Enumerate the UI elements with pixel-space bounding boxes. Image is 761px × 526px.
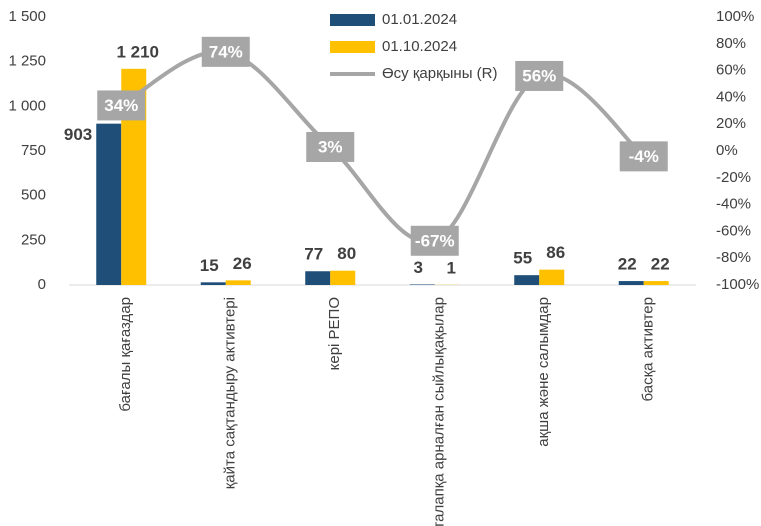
y-tick-label: 250: [21, 231, 46, 248]
line-label-box: [201, 36, 250, 67]
data-label: 22: [651, 255, 670, 274]
data-label: 1 210: [116, 42, 159, 61]
y-tick-label: 1 000: [8, 97, 46, 114]
bar: [539, 269, 565, 285]
y2-tick-label: -20%: [716, 169, 751, 186]
y2-tick-label: -80%: [716, 249, 751, 266]
data-label: 26: [233, 254, 252, 273]
y2-tick-label: 60%: [716, 62, 746, 79]
y-tick-label: 750: [21, 142, 46, 159]
x-tick-label: бағалы қағаздар: [117, 297, 134, 412]
y-tick-label: 1 250: [8, 53, 46, 70]
line-label-box: [97, 90, 146, 121]
x-tick-group: қайта сақтандыру активтері: [222, 297, 239, 489]
bar: [225, 280, 251, 285]
data-label: 80: [337, 244, 356, 263]
x-tick-label: қайта сақтандыру активтері: [222, 297, 239, 489]
legend-label: 01.01.2024: [382, 11, 457, 28]
y2-tick-label: 40%: [716, 88, 746, 105]
x-tick-label: ақша және салымдар: [535, 297, 552, 447]
bar: [514, 275, 540, 285]
data-label: 86: [546, 243, 565, 262]
y-tick-label: 500: [21, 187, 46, 204]
line-label: 3%: [318, 137, 343, 156]
line-label-box: [619, 141, 668, 172]
y2-tick-label: -40%: [716, 196, 751, 213]
x-tick-group: кері РЕПО: [326, 297, 343, 370]
bar: [409, 284, 435, 285]
x-tick-label: кері РЕПО: [326, 297, 343, 370]
bar: [330, 270, 356, 285]
line-label-box: [410, 225, 459, 256]
x-tick-group: ақша және салымдар: [535, 297, 552, 447]
bar: [643, 281, 669, 285]
line-label-box: [306, 131, 355, 162]
x-tick-group: басқа активтер: [640, 297, 657, 402]
data-label: 77: [304, 245, 323, 264]
data-label: 903: [64, 125, 92, 144]
y-tick-label: 1 500: [8, 8, 46, 25]
bar: [200, 282, 226, 285]
y2-tick-label: 0%: [716, 142, 738, 159]
legend-swatch: [330, 41, 375, 53]
bar: [618, 281, 644, 285]
line-label: 34%: [104, 96, 138, 115]
line-label: 56%: [522, 66, 556, 85]
data-label: 55: [513, 249, 532, 268]
line-label: 74%: [209, 42, 243, 61]
x-tick-group: бағалы қағаздар: [117, 297, 134, 412]
data-label: 1: [447, 258, 456, 277]
y2-tick-label: 20%: [716, 115, 746, 132]
data-label: 22: [618, 255, 637, 274]
y2-tick-label: -100%: [716, 276, 759, 293]
line-label: -4%: [629, 147, 659, 166]
bar: [305, 271, 331, 285]
line-label-box: [515, 60, 564, 91]
y-tick-label: 0: [38, 276, 46, 293]
y2-tick-label: -60%: [716, 222, 751, 239]
bar: [96, 123, 122, 285]
data-label: 3: [414, 258, 423, 277]
x-tick-label: талапқа арналған сыйлықақылар: [431, 297, 448, 526]
y2-tick-label: 100%: [716, 8, 754, 25]
x-tick-group: талапқа арналған сыйлықақылар: [431, 297, 448, 526]
legend-label: Өсу қарқыны (R): [382, 65, 497, 82]
y2-tick-label: 80%: [716, 35, 746, 52]
legend-label: 01.10.2024: [382, 38, 457, 55]
x-tick-label: басқа активтер: [640, 297, 657, 402]
legend-swatch: [330, 14, 375, 26]
data-label: 15: [200, 256, 219, 275]
line-label: -67%: [415, 231, 455, 250]
